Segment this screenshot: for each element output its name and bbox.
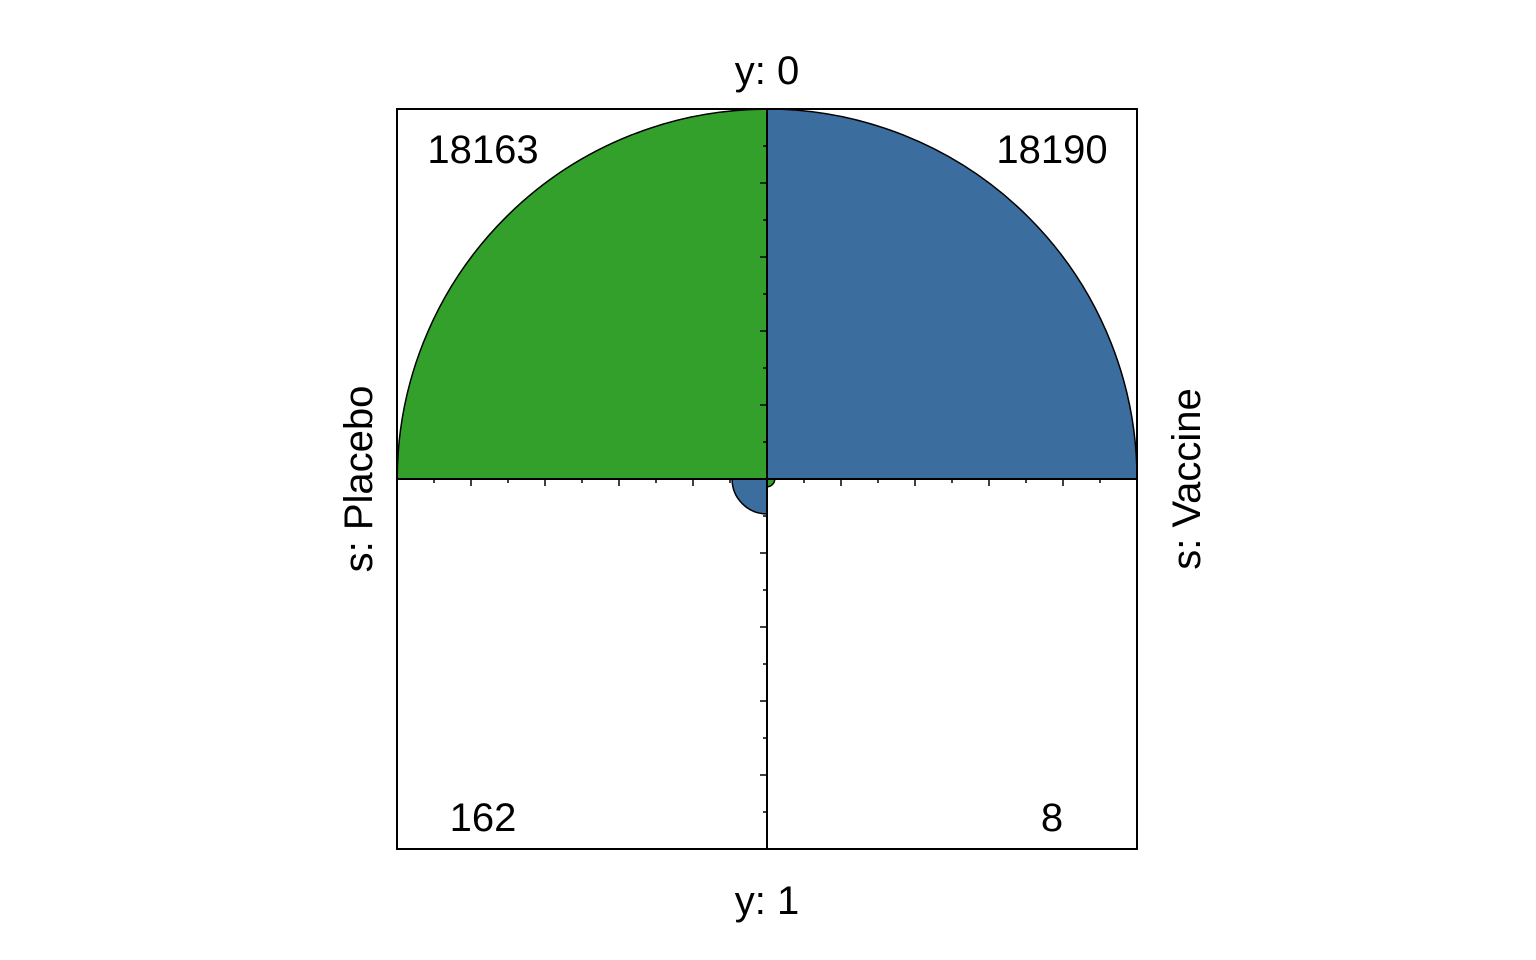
wedge-placebo-y0 — [396, 108, 768, 480]
right-label: s: Vaccine — [1165, 388, 1209, 570]
cell-label-placebo-y1: 162 — [450, 796, 517, 840]
wedge-vaccine-y1 — [766, 478, 776, 488]
wedge-vaccine-y0 — [766, 108, 1138, 480]
wedge-placebo-y1 — [731, 478, 768, 515]
cell-label-vaccine-y0: 18190 — [996, 128, 1107, 172]
cell-label-placebo-y0: 18163 — [427, 128, 538, 172]
wedges-group — [396, 108, 1138, 515]
cell-label-vaccine-y1: 8 — [1041, 796, 1063, 840]
top-label: y: 0 — [735, 49, 799, 93]
left-label: s: Placebo — [337, 386, 381, 573]
axes-group — [397, 109, 1137, 849]
bottom-label: y: 1 — [735, 879, 799, 923]
